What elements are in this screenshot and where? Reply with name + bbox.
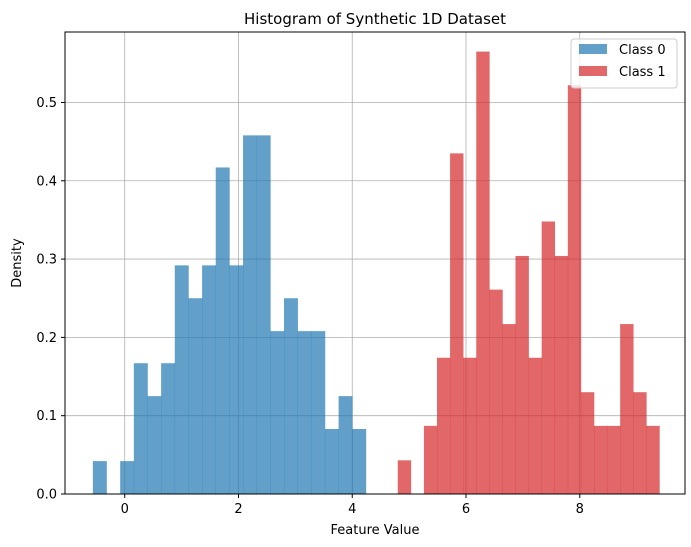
x-tick-label: 6 xyxy=(462,502,470,517)
bar-class-0 xyxy=(324,429,339,494)
legend-swatch-class-1 xyxy=(579,66,607,76)
bar-class-1 xyxy=(423,425,438,494)
legend-swatch-class-0 xyxy=(579,44,607,54)
x-tick-label: 8 xyxy=(576,502,584,517)
bar-class-0 xyxy=(202,265,217,494)
bar-class-1 xyxy=(580,392,595,494)
x-tick-label: 0 xyxy=(121,502,129,517)
bar-class-0 xyxy=(215,167,230,494)
bar-class-0 xyxy=(133,363,148,494)
axes: 0 2 4 6 8 0.0 0.1 0.2 0.3 0.4 0.5 xyxy=(36,96,584,517)
chart-title: Histogram of Synthetic 1D Dataset xyxy=(244,10,506,28)
bar-class-1 xyxy=(554,255,569,494)
bar-class-1 xyxy=(633,392,647,494)
plot-frame xyxy=(64,31,686,495)
bar-class-0 xyxy=(188,298,203,494)
bar-class-1 xyxy=(620,324,634,494)
bar-class-0 xyxy=(297,331,312,494)
x-tick-label: 4 xyxy=(348,502,356,517)
legend-label-class-1: Class 1 xyxy=(619,65,666,80)
bar-class-1 xyxy=(593,425,608,494)
bar-class-0 xyxy=(161,363,176,494)
bar-class-1 xyxy=(450,153,464,495)
bar-class-1 xyxy=(489,289,503,494)
bar-class-0 xyxy=(270,331,285,494)
bar-class-0 xyxy=(174,265,189,494)
y-tick-label: 0.1 xyxy=(36,409,57,424)
bar-class-1 xyxy=(541,221,556,495)
bar-class-0 xyxy=(243,135,257,494)
bar-class-0 xyxy=(352,429,367,494)
y-tick-label: 0.4 xyxy=(36,174,57,189)
legend-label-class-0: Class 0 xyxy=(619,43,666,58)
x-tick-label: 2 xyxy=(234,502,242,517)
histogram-bars xyxy=(92,51,660,495)
y-tick-label: 0.2 xyxy=(36,331,57,346)
bar-class-0 xyxy=(311,331,326,494)
bar-class-1 xyxy=(607,425,621,494)
bar-class-1 xyxy=(463,357,477,494)
y-tick-label: 0.3 xyxy=(36,253,57,268)
y-tick-label: 0.0 xyxy=(36,488,57,503)
bar-class-1 xyxy=(567,85,582,494)
bar-class-1 xyxy=(437,357,451,494)
bar-class-0 xyxy=(147,396,162,494)
bar-class-1 xyxy=(397,460,412,494)
bar-class-0 xyxy=(229,265,244,494)
legend: Class 0 Class 1 xyxy=(570,38,678,89)
bar-class-1 xyxy=(515,255,529,494)
y-tick-label: 0.5 xyxy=(36,96,57,111)
bar-class-1 xyxy=(476,51,490,495)
bar-class-1 xyxy=(528,357,542,494)
x-axis-title: Feature Value xyxy=(331,523,420,538)
bar-class-0 xyxy=(256,135,271,494)
bar-class-0 xyxy=(283,298,298,494)
grid-lines xyxy=(65,32,685,495)
bar-class-0 xyxy=(120,461,135,494)
bar-class-1 xyxy=(646,425,660,494)
bar-class-0 xyxy=(92,461,107,494)
bar-class-0 xyxy=(338,396,353,494)
y-axis-title: Density xyxy=(10,238,25,288)
bar-class-1 xyxy=(502,324,516,494)
